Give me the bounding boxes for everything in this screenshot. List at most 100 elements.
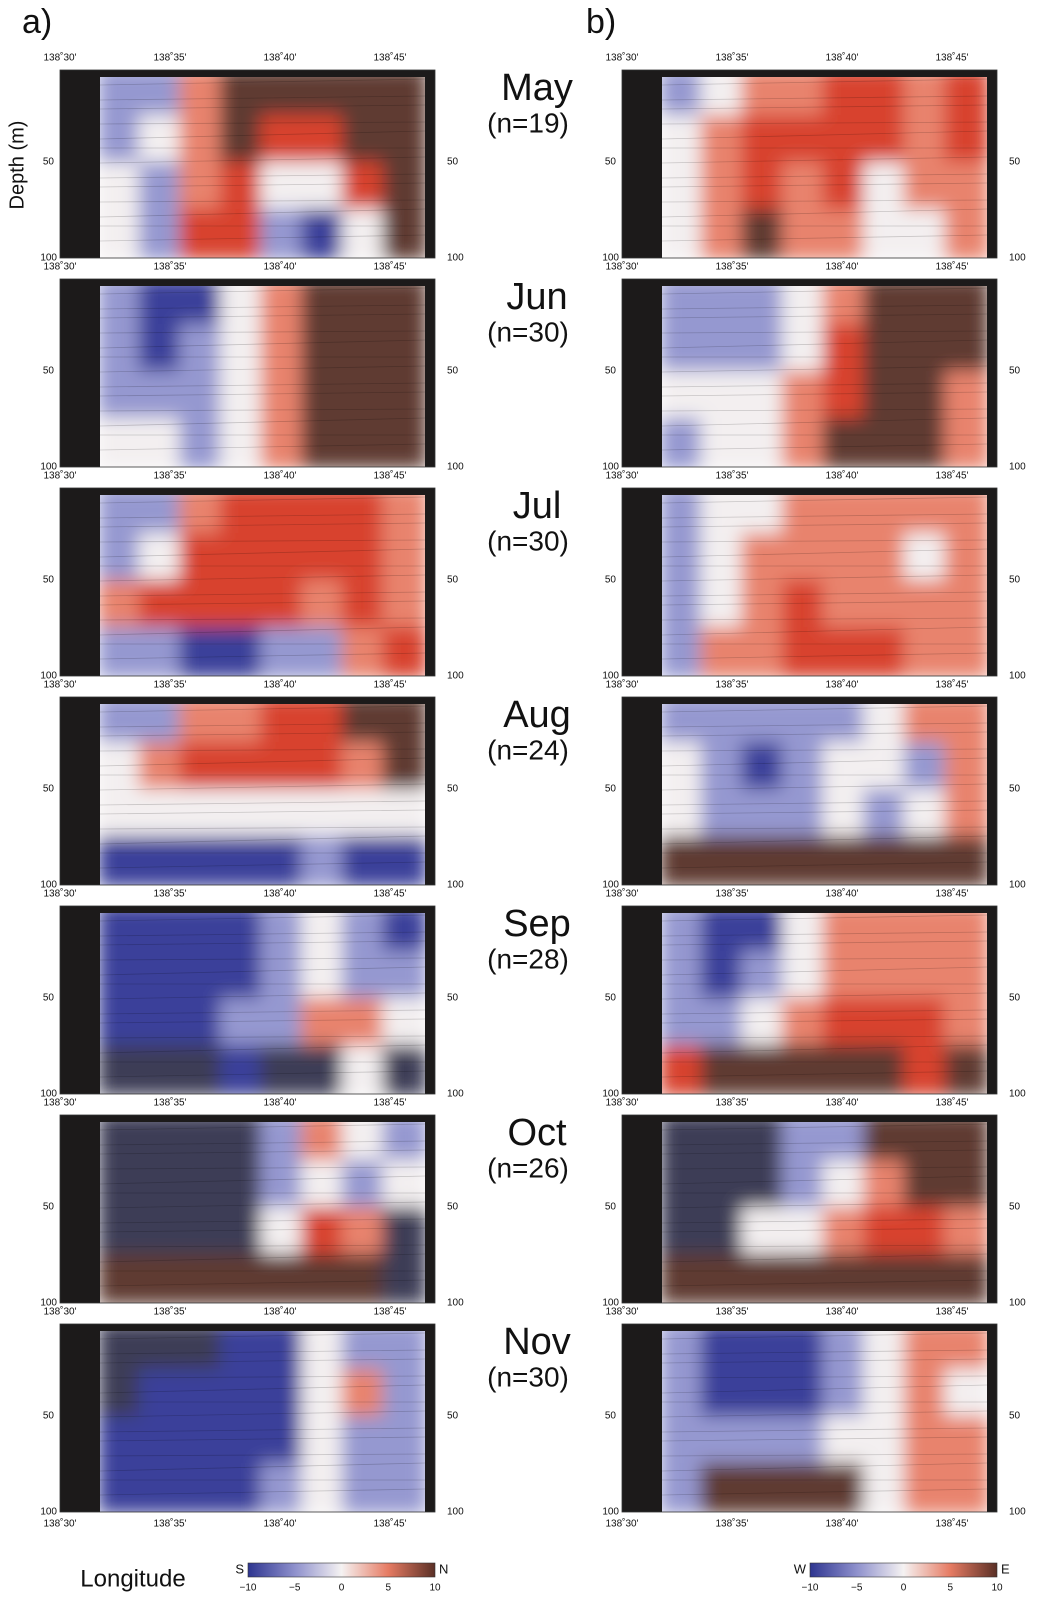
field-cell xyxy=(341,627,387,676)
field-cell xyxy=(301,627,346,676)
contour xyxy=(661,757,988,767)
contour xyxy=(661,1436,988,1442)
field-cell xyxy=(700,209,746,258)
contour xyxy=(99,121,426,125)
contour-panel xyxy=(622,279,997,467)
x-tick-label: 138˚40' xyxy=(825,888,858,900)
field-cell xyxy=(700,1416,746,1467)
x-tick-label: 138˚35' xyxy=(715,261,748,273)
land xyxy=(987,697,997,885)
contour xyxy=(99,365,426,373)
x-tick-label: 138˚30' xyxy=(605,679,638,691)
y-tick-label: 100 xyxy=(447,1089,464,1100)
field-cell xyxy=(382,1254,427,1303)
contour xyxy=(661,731,988,737)
field-cell xyxy=(219,115,265,166)
field-cell xyxy=(741,1369,786,1420)
field-cell xyxy=(944,371,989,422)
y-tick-label: 100 xyxy=(40,462,57,473)
y-tick-label: 100 xyxy=(602,880,619,891)
field-cell xyxy=(903,324,949,375)
field-cell xyxy=(260,162,306,213)
field-cell xyxy=(219,1207,265,1258)
field-cell xyxy=(741,70,786,119)
field-cell xyxy=(138,951,184,1002)
colorbar-tick: 0 xyxy=(339,1583,345,1594)
field-cell xyxy=(741,371,786,422)
contour xyxy=(99,156,426,164)
contour xyxy=(99,1166,426,1170)
field-cell xyxy=(822,1160,868,1211)
field-cell xyxy=(781,1207,827,1258)
field-cell xyxy=(341,742,387,793)
field-cell xyxy=(260,1369,306,1420)
contour xyxy=(99,1375,426,1379)
field-cell xyxy=(944,1254,989,1303)
field-cell xyxy=(341,789,387,840)
field-cell xyxy=(219,488,265,537)
field-cell xyxy=(138,324,184,375)
field-cell xyxy=(179,906,224,955)
field-cell xyxy=(741,1254,786,1303)
field-cell xyxy=(179,998,224,1049)
month-name: Nov xyxy=(503,1321,571,1363)
field-cell xyxy=(301,488,346,537)
field-cell xyxy=(301,1369,346,1420)
field-cell xyxy=(260,324,306,375)
field-cell xyxy=(219,906,265,955)
contour xyxy=(661,287,988,295)
field-cell xyxy=(863,1416,908,1467)
surface xyxy=(60,488,435,495)
field-cell xyxy=(179,70,224,119)
contour xyxy=(99,957,426,961)
field-cell xyxy=(219,1115,265,1164)
y-tick-label: 100 xyxy=(447,671,464,682)
x-tick-label: 138˚40' xyxy=(263,888,296,900)
contour xyxy=(661,1140,988,1146)
y-tick-label: 100 xyxy=(447,462,464,473)
field-cell xyxy=(660,115,705,166)
contour xyxy=(99,1453,426,1457)
field xyxy=(98,697,427,885)
field-cell xyxy=(863,836,908,885)
field-cell xyxy=(781,488,827,537)
field-cell xyxy=(382,998,427,1049)
y-tick-label: 50 xyxy=(1009,157,1021,168)
field-cell xyxy=(903,697,949,746)
contour xyxy=(661,800,988,806)
contour xyxy=(99,940,426,946)
field-cell xyxy=(341,162,387,213)
field-cell xyxy=(341,1160,387,1211)
field-cell xyxy=(822,162,868,213)
field-cell xyxy=(822,70,868,119)
field-cell xyxy=(944,1463,989,1512)
field-cell xyxy=(822,836,868,885)
field-cell xyxy=(863,1160,908,1211)
land xyxy=(60,1324,100,1512)
field-cell xyxy=(179,1160,224,1211)
y-tick-label: 50 xyxy=(447,1202,459,1213)
field-cell xyxy=(138,1254,184,1303)
land xyxy=(425,279,435,467)
x-tick-label: 138˚30' xyxy=(605,470,638,482)
contour xyxy=(661,130,988,140)
field-cell xyxy=(944,906,989,955)
field-cell xyxy=(98,697,143,746)
y-tick-label: 50 xyxy=(605,993,617,1004)
field-cell xyxy=(741,279,786,328)
y-tick-label: 50 xyxy=(43,993,55,1004)
y-tick-label: 50 xyxy=(447,993,459,1004)
field-cell xyxy=(138,533,184,584)
contour xyxy=(661,835,988,845)
contour xyxy=(661,95,988,101)
field-cell xyxy=(179,627,224,676)
field-cell xyxy=(741,533,786,584)
colorbar-low: W xyxy=(794,1561,807,1576)
field-cell xyxy=(781,906,827,955)
field-cell xyxy=(781,533,827,584)
contour-panel xyxy=(60,488,435,676)
field-cell xyxy=(341,324,387,375)
y-tick-label: 100 xyxy=(40,880,57,891)
y-tick-label: 100 xyxy=(40,253,57,264)
field-cell xyxy=(700,115,746,166)
